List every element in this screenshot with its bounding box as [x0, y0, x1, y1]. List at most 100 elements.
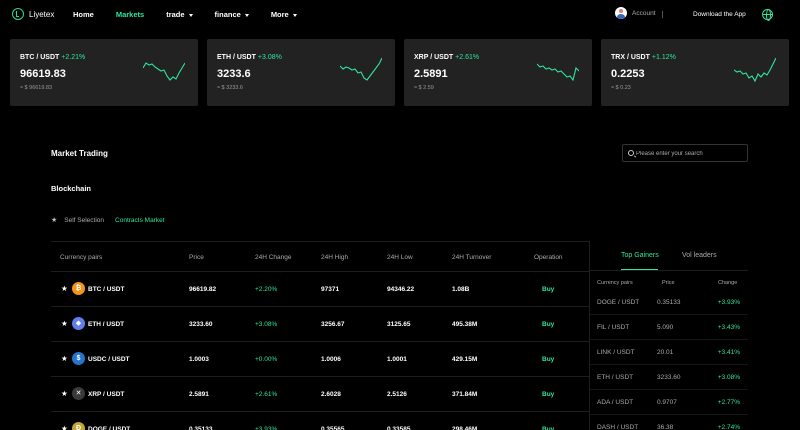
ethereum-icon: ◆: [72, 317, 85, 330]
ticker-change: +2.61%: [455, 54, 480, 61]
tab-vol-leaders[interactable]: Vol leaders: [682, 252, 717, 259]
ticker-change: +1.12%: [651, 54, 676, 61]
gainer-row[interactable]: DOGE / USDT 0.35133 +3.93%: [590, 290, 748, 315]
gainer-change: +3.08%: [717, 374, 740, 381]
nav-home[interactable]: Home: [73, 10, 94, 19]
account-menu[interactable]: Account: [615, 7, 656, 19]
nav-trade[interactable]: trade: [166, 10, 193, 19]
cell-price: 1.0003: [189, 356, 209, 363]
cell-price: 0.35133: [189, 426, 213, 430]
ticker-card[interactable]: XRP / USDT +2.61% 2.5891 ≈ $ 2.59: [404, 39, 592, 106]
ticker-change: +3.08%: [257, 54, 282, 61]
buy-button[interactable]: Buy: [542, 286, 555, 293]
sparkline: [340, 57, 382, 81]
section-title: Market Trading: [51, 149, 108, 158]
cell-low: 2.5126: [387, 391, 407, 398]
cell-pair: USDC / USDT: [88, 356, 130, 363]
download-app-link[interactable]: Download the App: [693, 11, 746, 18]
cell-pair: BTC / USDT: [88, 286, 125, 293]
ticker-card[interactable]: ETH / USDT +3.08% 3233.6 ≈ $ 3233.6: [207, 39, 395, 106]
ticker-pair-label: ETH / USDT: [217, 54, 256, 61]
filter-self-selection[interactable]: Self Selection: [64, 216, 105, 224]
top-header: Liyetex Home Markets trade finance More Acco…: [0, 0, 800, 30]
cell-low: 1.0001: [387, 356, 407, 363]
gainer-row[interactable]: ADA / USDT 0.9707 +2.77%: [590, 390, 748, 415]
ticker-price: 0.2253: [611, 68, 645, 80]
logo-text: Liyetex: [29, 9, 55, 19]
th-24h-change: 24H Change: [255, 254, 292, 261]
buy-button[interactable]: Buy: [542, 426, 555, 430]
avatar: [615, 7, 627, 19]
ticker-price: 2.5891: [414, 68, 448, 80]
table-row[interactable]: ★ Ð DOGE / USDT 0.35133 +3.93% 0.35565 0.33585…: [51, 412, 589, 430]
cell-high: 3256.67: [321, 321, 345, 328]
dogecoin-icon: Ð: [72, 422, 85, 430]
category-blockchain[interactable]: Blockchain: [51, 184, 92, 193]
star-icon[interactable]: ★: [51, 217, 58, 224]
ticker-cards: BTC / USDT +2.21% 96619.83 ≈ $ 96619.83 ETH …: [10, 39, 789, 106]
ticker-card[interactable]: TRX / USDT +1.12% 0.2253 ≈ $ 0.23: [601, 39, 789, 106]
th-operation: Operation: [534, 254, 563, 261]
cell-change: +3.93%: [255, 426, 278, 430]
gainers-panel: Top Gainers Vol leaders Currency pairs P…: [590, 241, 748, 430]
ticker-change: +2.21%: [61, 54, 86, 61]
gainer-row[interactable]: LINK / USDT 20.01 +3.41%: [590, 340, 748, 365]
side-th-change: Change: [718, 280, 738, 286]
cell-high: 2.6028: [321, 391, 341, 398]
gainer-price: 36.38: [657, 424, 674, 430]
ticker-pair: BTC / USDT +2.21%: [20, 54, 85, 61]
cell-turnover: 429.15M: [452, 356, 478, 363]
nav-markets[interactable]: Markets: [116, 10, 144, 19]
favorite-star-icon[interactable]: ★: [61, 284, 68, 293]
globe-icon[interactable]: [762, 9, 773, 21]
table-row[interactable]: ★ ₿ BTC / USDT 96619.82 +2.20% 97371 94346.22 1…: [51, 272, 589, 307]
ticker-card[interactable]: BTC / USDT +2.21% 96619.83 ≈ $ 96619.83: [10, 39, 198, 106]
gainer-row[interactable]: ETH / USDT 3233.60 +3.08%: [590, 365, 748, 390]
nav-finance[interactable]: finance: [215, 10, 249, 19]
sparkline-chart: [143, 62, 185, 81]
cell-pair: DOGE / USDT: [88, 426, 131, 430]
table-header: Currency pairs Price 24H Change 24H High…: [51, 242, 589, 272]
nav-more[interactable]: More: [271, 10, 297, 19]
sparkline: [143, 62, 185, 81]
cell-turnover: 495.38M: [452, 321, 478, 328]
buy-button[interactable]: Buy: [542, 321, 555, 328]
gainer-change: +3.43%: [717, 324, 740, 331]
ticker-price: 96619.83: [20, 68, 66, 80]
favorite-star-icon[interactable]: ★: [61, 424, 68, 430]
usdc-icon: $: [72, 352, 85, 365]
cell-pair: ETH / USDT: [88, 321, 125, 328]
buy-button[interactable]: Buy: [542, 356, 555, 363]
filter-contracts-market[interactable]: Contracts Market: [115, 216, 165, 224]
chevron-down-icon: [188, 13, 193, 17]
logo[interactable]: Liyetex: [12, 8, 54, 20]
gainer-price: 0.35133: [657, 299, 681, 306]
favorite-star-icon[interactable]: ★: [61, 354, 68, 363]
ticker-usd-value: ≈ $ 0.23: [611, 85, 631, 91]
gainer-pair: DASH / USDT: [597, 424, 639, 430]
search-box[interactable]: [622, 144, 748, 162]
table-row[interactable]: ★ ✕ XRP / USDT 2.5891 +2.61% 2.6028 2.5126 371.…: [51, 377, 589, 412]
account-label: Account: [632, 9, 656, 17]
cell-change: +2.61%: [255, 391, 278, 398]
chevron-down-icon: [244, 13, 249, 17]
favorite-star-icon[interactable]: ★: [61, 319, 68, 328]
tab-top-gainers[interactable]: Top Gainers: [621, 252, 659, 259]
gainer-row[interactable]: DASH / USDT 36.38 +2.74%: [590, 415, 748, 430]
table-row[interactable]: ★ $ USDC / USDT 1.0003 +0.00% 1.0006 1.0001 429…: [51, 342, 589, 377]
sparkline: [537, 63, 579, 82]
table-row[interactable]: ★ ◆ ETH / USDT 3233.60 +3.08% 3256.67 3125.65 4…: [51, 307, 589, 342]
cell-pair: XRP / USDT: [88, 391, 125, 398]
buy-button[interactable]: Buy: [542, 391, 555, 398]
th-24h-low: 24H Low: [387, 254, 413, 261]
gainer-row[interactable]: FIL / USDT 5.090 +3.43%: [590, 315, 748, 340]
ticker-price: 3233.6: [217, 68, 251, 80]
sparkline-chart: [340, 57, 382, 81]
xrp-icon: ✕: [72, 387, 85, 400]
search-input[interactable]: [636, 147, 744, 160]
favorite-star-icon[interactable]: ★: [61, 389, 68, 398]
cell-turnover: 298.46M: [452, 426, 478, 430]
gainer-change: +3.41%: [717, 349, 740, 356]
th-24h-high: 24H High: [321, 254, 349, 261]
sparkline: [734, 57, 776, 83]
